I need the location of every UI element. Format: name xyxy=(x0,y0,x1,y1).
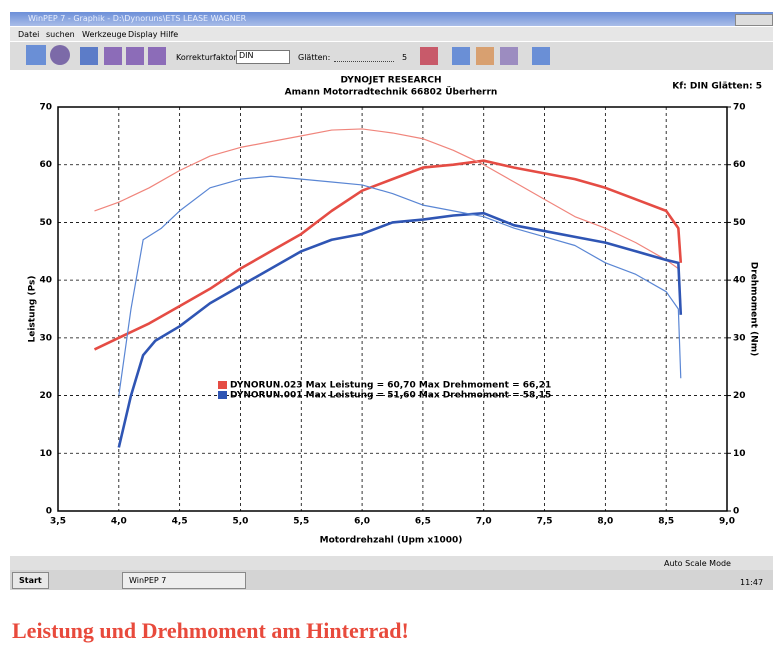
window-title: WinPEP 7 - Graphik - D:\Dynoruns\ETS LEA… xyxy=(28,14,247,23)
status-bar xyxy=(10,556,773,570)
menu-item[interactable]: Display xyxy=(128,30,158,39)
start-button[interactable]: Start xyxy=(12,572,49,589)
x-axis-label: Motordrehzahl (Upm x1000) xyxy=(320,536,463,546)
menu-bar xyxy=(10,27,773,41)
y2-tick-label: 70 xyxy=(733,103,746,113)
chart-subtitle: Amann Motorradtechnik 66802 Überherrn xyxy=(285,87,498,98)
y-tick-label: 70 xyxy=(39,103,52,113)
caption: Leistung und Drehmoment am Hinterrad! xyxy=(12,618,409,643)
y2-tick-label: 30 xyxy=(733,333,746,343)
tool-button[interactable] xyxy=(420,47,438,65)
tool-button[interactable] xyxy=(452,47,470,65)
glaetten-label: Glätten: xyxy=(298,53,331,62)
tool-button[interactable] xyxy=(476,47,494,65)
y-tick-label: 30 xyxy=(39,333,52,343)
tool-button[interactable] xyxy=(126,47,144,65)
x-tick-label: 5,0 xyxy=(232,517,248,527)
y-tick-label: 60 xyxy=(39,160,52,170)
x-tick-label: 6,5 xyxy=(415,517,431,527)
y-tick-label: 40 xyxy=(39,276,52,286)
glaetten-slider[interactable] xyxy=(334,51,394,62)
y2-axis-label: Drehmoment (Nm) xyxy=(749,262,759,356)
y-tick-label: 20 xyxy=(39,391,52,401)
y-tick-label: 50 xyxy=(39,218,52,228)
legend-entry: DYNORUN.023 Max Leistung = 60,70 Max Dre… xyxy=(230,381,551,391)
tool-button[interactable] xyxy=(148,47,166,65)
legend-entry: DYNORUN.001 Max Leistung = 51,60 Max Dre… xyxy=(230,391,551,401)
y2-tick-label: 0 xyxy=(733,507,739,517)
plot-frame xyxy=(57,106,728,512)
series-line xyxy=(118,175,682,396)
tool-button[interactable] xyxy=(104,47,122,65)
x-tick-label: 8,0 xyxy=(597,517,613,527)
tool-button[interactable] xyxy=(50,45,70,65)
menu-item[interactable]: Hilfe xyxy=(160,30,179,39)
tool-button[interactable] xyxy=(532,47,550,65)
tool-button[interactable] xyxy=(500,47,518,65)
y2-tick-label: 40 xyxy=(733,276,746,286)
y2-tick-label: 50 xyxy=(733,218,746,228)
chart-annotation: Kf: DIN Glätten: 5 xyxy=(672,82,762,92)
clock: 11:47 xyxy=(740,578,764,587)
korrektur-select[interactable]: DIN xyxy=(236,50,290,64)
y2-tick-label: 20 xyxy=(733,391,746,401)
series-line xyxy=(93,159,683,351)
x-tick-label: 9,0 xyxy=(719,517,735,527)
chart: DYNOJET RESEARCH Amann Motorradtechnik 6… xyxy=(14,72,769,552)
legend-swatch xyxy=(218,391,227,399)
chart-background xyxy=(14,72,769,552)
y2-tick-label: 10 xyxy=(733,449,746,459)
korrektur-label: Korrekturfaktor: xyxy=(176,53,240,62)
y-tick-label: 0 xyxy=(46,507,52,517)
menu-item[interactable]: Werkzeuge xyxy=(82,30,127,39)
window-buttons[interactable] xyxy=(735,14,773,26)
x-tick-label: 4,5 xyxy=(172,517,188,527)
series-line xyxy=(94,128,682,304)
x-tick-label: 7,0 xyxy=(476,517,492,527)
title-bar xyxy=(10,12,773,26)
y-axis-label: Leistung (Ps) xyxy=(28,276,38,343)
legend-swatch xyxy=(218,381,227,389)
x-tick-label: 8,5 xyxy=(658,517,674,527)
menu-item[interactable]: Datei xyxy=(18,30,40,39)
x-tick-label: 5,5 xyxy=(293,517,309,527)
y-tick-label: 10 xyxy=(39,449,52,459)
x-tick-label: 4,0 xyxy=(111,517,127,527)
tool-button[interactable] xyxy=(26,45,46,65)
menu-item[interactable]: suchen xyxy=(46,30,75,39)
chart-title: DYNOJET RESEARCH xyxy=(340,76,441,86)
series-line xyxy=(117,211,683,448)
x-tick-label: 7,5 xyxy=(537,517,553,527)
glaetten-value: 5 xyxy=(402,53,408,62)
x-tick-label: 3,5 xyxy=(50,517,66,527)
y2-tick-label: 60 xyxy=(733,160,746,170)
status-text: Auto Scale Mode xyxy=(664,559,731,568)
x-tick-label: 6,0 xyxy=(354,517,370,527)
tool-button[interactable] xyxy=(80,47,98,65)
taskbar-task[interactable]: WinPEP 7 xyxy=(122,572,246,589)
